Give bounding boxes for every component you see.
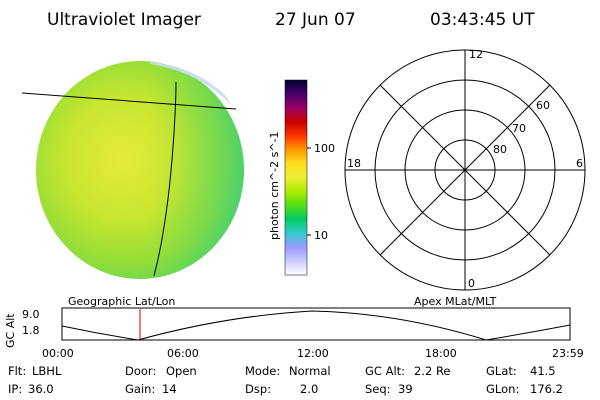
mlt-label-6: 6: [576, 157, 583, 170]
latitude-line: [21, 92, 237, 110]
timeline-ylabel: GC Alt: [4, 313, 17, 348]
mlat-label-70: 70: [512, 122, 526, 135]
timeline-xtick-0000: 00:00: [42, 347, 74, 360]
date-label: 27 Jun 07: [275, 10, 356, 30]
colorbar-tick-label-10: 10: [314, 229, 328, 242]
timeline-xtick-1800: 18:00: [425, 347, 457, 360]
glat-value: 41.5: [530, 364, 556, 378]
gcalt-value: 2.2 Re: [414, 364, 451, 378]
timeline-ytick-9: 9.0: [22, 308, 40, 321]
gain-value: 14: [162, 382, 177, 396]
timeline-xtick-2359: 23:59: [552, 347, 584, 360]
colorbar-tick-label-100: 100: [314, 142, 335, 155]
colorbar-unit-label: photon cm^-2 s^-1: [268, 131, 281, 240]
geo-panel-title: Geographic Lat/Lon: [68, 295, 175, 308]
disk-shading: [36, 61, 244, 279]
gain-label: Gain:: [125, 382, 155, 396]
glat-label: GLat:: [486, 364, 517, 378]
uv-disk-image: [21, 61, 244, 279]
door-label: Door:: [125, 364, 156, 378]
timeline-xtick-0600: 06:00: [167, 347, 199, 360]
seq-value: 39: [398, 382, 413, 396]
glon-value: 176.2: [530, 382, 563, 396]
colorbar-ramp: [284, 79, 308, 276]
dsp-label: Dsp:: [245, 382, 271, 396]
polar-plot: [344, 49, 586, 291]
door-value: Open: [166, 364, 197, 378]
timeline-xtick-1200: 12:00: [297, 347, 329, 360]
polar-panel-title: Apex MLat/MLT: [414, 295, 497, 308]
mode-value: Normal: [289, 364, 331, 378]
mlt-label-0: 0: [468, 277, 475, 290]
altitude-timeline: 9.0 1.8 GC Alt 00:00 06:00 12:00 18:00 2…: [4, 307, 584, 360]
gcalt-label: GC Alt:: [365, 364, 405, 378]
polar-labels: 12 18 6 0 60 70 80: [347, 48, 583, 290]
status-block: Flt: LBHL IP: 36.0 Door: Open Gain: 14 M…: [8, 364, 563, 396]
longitude-line: [153, 81, 177, 277]
mlt-label-12: 12: [469, 48, 483, 61]
ip-value: 36.0: [28, 382, 54, 396]
seq-label: Seq:: [365, 382, 391, 396]
mlat-label-60: 60: [536, 99, 550, 112]
timeline-frame: [61, 307, 571, 341]
ip-label: IP:: [8, 382, 22, 396]
mode-label: Mode:: [245, 364, 280, 378]
instrument-title: Ultraviolet Imager: [47, 10, 201, 30]
mlat-label-80: 80: [493, 143, 507, 156]
glon-label: GLon:: [486, 382, 519, 396]
polar-diagonal-2: [379, 84, 551, 256]
mlt-label-18: 18: [347, 157, 361, 170]
time-label: 03:43:45 UT: [430, 10, 535, 30]
colorbar: 100 10 photon cm^-2 s^-1: [268, 79, 335, 276]
timeline-ytick-1.8: 1.8: [22, 324, 40, 337]
altitude-curve: [61, 310, 571, 341]
filter-value: LBHL: [32, 364, 62, 378]
dsp-value: 2.0: [300, 382, 318, 396]
filter-label: Flt:: [8, 364, 26, 378]
